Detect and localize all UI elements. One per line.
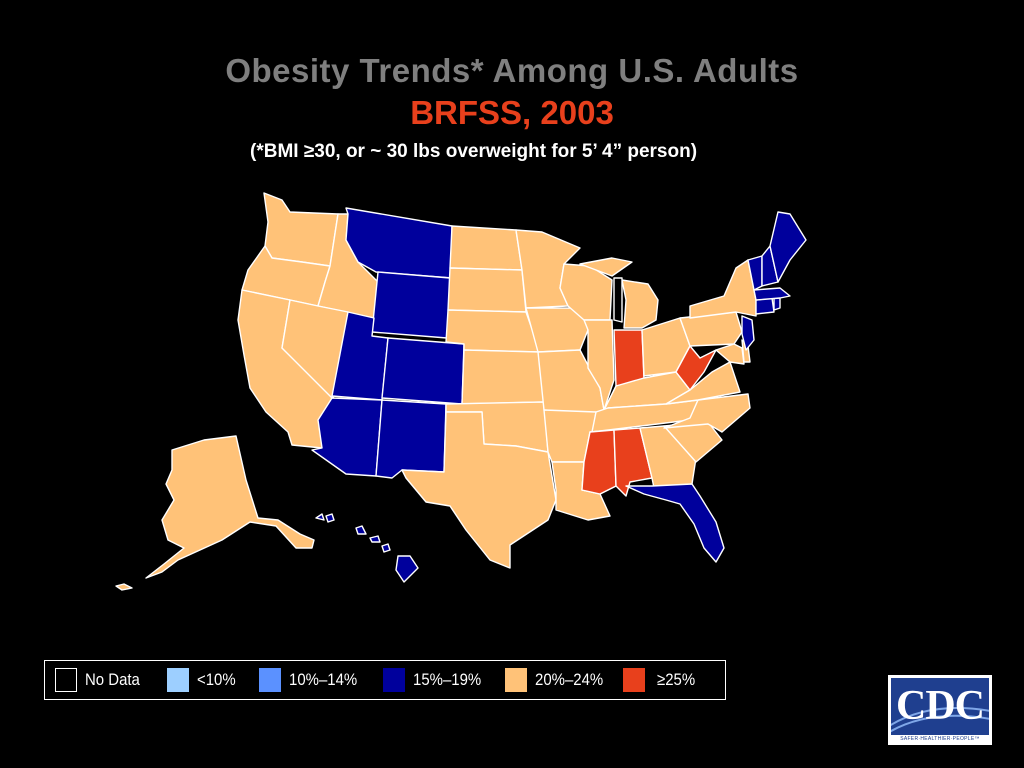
state-texas [401,411,557,569]
state-rhode-island [773,297,781,311]
legend-swatch [623,668,645,692]
state-florida [625,483,725,563]
state-south-dakota [447,267,527,313]
cdc-logo-text: CDC [896,683,985,729]
legend-swatch [505,668,527,692]
state-indiana [613,329,645,387]
state-alaska [145,435,315,579]
state-washington [263,192,339,267]
legend-label: <10% [197,670,236,689]
state-michigan [579,257,659,329]
state-maryland [715,343,745,365]
cdc-logo-panel: CDC [891,678,989,735]
state-illinois [583,319,615,411]
legend-label: 15%–19% [413,670,482,689]
page-title: Obesity Trends* Among U.S. Adults [225,52,799,89]
alaska-aleutians [115,583,133,591]
state-new-york [689,259,757,319]
state-hawaii [315,513,419,583]
cdc-logo-tagline: SAFER·HEALTHIER·PEOPLE™ [900,736,980,742]
state-massachusetts [753,287,791,301]
state-new-jersey [741,315,755,351]
legend-swatch [383,668,405,692]
state-maine [769,211,807,283]
legend-swatch [55,668,77,692]
legend: No Data <10% 10%–14% 15%–19% 20%–24% ≥25% [44,660,726,700]
legend-swatch [259,668,281,692]
bmi-footnote: (*BMI ≥30, or ~ 30 lbs overweight for 5’… [250,141,698,162]
state-north-dakota [449,225,523,271]
lake-michigan [613,277,623,323]
cdc-logo-swoosh [891,707,989,733]
legend-swatch [167,668,189,692]
state-kansas [461,349,545,405]
legend-label: 20%–24% [535,670,604,689]
legend-label: 10%–14% [289,670,358,689]
state-new-mexico [375,399,447,479]
state-colorado [381,337,465,405]
legend-label: ≥25% [657,670,696,689]
cdc-logo: CDC SAFER·HEALTHIER·PEOPLE™ [888,675,992,745]
page-subtitle: BRFSS, 2003 [410,94,614,131]
legend-label: No Data [85,670,140,689]
state-wyoming [371,271,451,339]
